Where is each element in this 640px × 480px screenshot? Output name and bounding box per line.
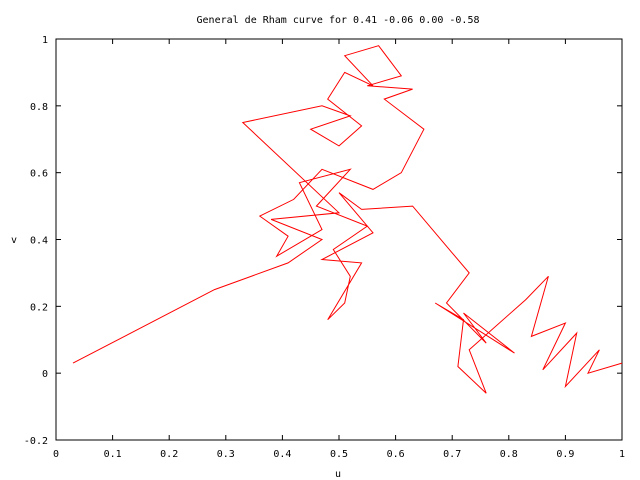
chart-title: General de Rham curve for 0.41 -0.06 0.0…	[197, 15, 480, 26]
y-tick-label: -0.2	[24, 436, 48, 447]
x-tick-label: 0.2	[160, 449, 178, 460]
y-tick-label: 0	[42, 369, 48, 380]
plot-frame	[55, 38, 623, 441]
x-tick-label: 0.8	[500, 449, 518, 460]
x-tick-label: 0	[53, 449, 59, 460]
x-tick-label: 0.5	[330, 449, 348, 460]
x-tick-label: 0.9	[556, 449, 574, 460]
x-tick-label: 0.1	[104, 449, 122, 460]
y-axis-label: v	[11, 235, 17, 246]
x-axis: 0 0.1 0.2 0.3 0.4 0.5 0.6 0.7 0.8 0.9 1	[53, 39, 625, 460]
y-tick-label: 0.4	[30, 236, 48, 247]
y-tick-label: 0.8	[30, 102, 48, 113]
series-group	[72, 45, 623, 394]
x-axis-label: u	[335, 469, 341, 480]
x-tick-label: 0.6	[387, 449, 405, 460]
y-tick-label: 0.2	[30, 302, 48, 313]
y-axis: -0.2 0 0.2 0.4 0.6 0.8 1	[24, 35, 622, 447]
x-tick-label: 0.3	[217, 449, 235, 460]
y-tick-label: 1	[42, 35, 48, 46]
x-tick-label: 0.4	[273, 449, 291, 460]
curve-series-line	[72, 45, 623, 394]
x-tick-label: 1	[619, 449, 625, 460]
y-tick-label: 0.6	[30, 169, 48, 180]
x-tick-label: 0.7	[443, 449, 461, 460]
